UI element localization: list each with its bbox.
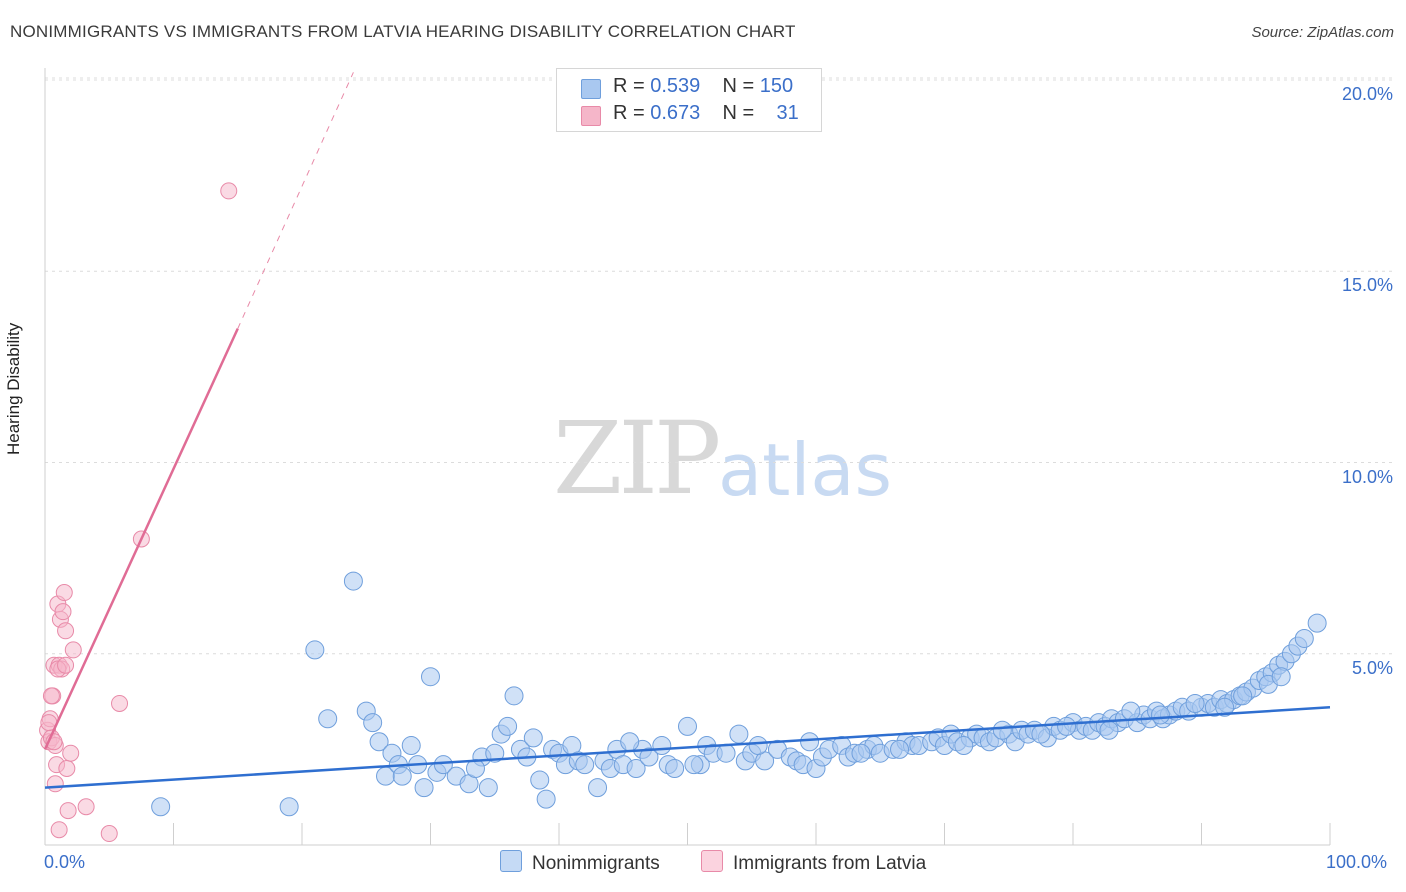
point-nonimmigrant [485, 743, 505, 763]
point-nonimmigrant [992, 720, 1012, 740]
point-nonimmigrant [729, 724, 749, 744]
point-nonimmigrant [318, 709, 338, 729]
point-nonimmigrant [652, 736, 672, 756]
point-latvia [64, 641, 82, 659]
stats-n-value: 150 [759, 75, 794, 97]
y-tick-label: 20.0% [1341, 84, 1393, 104]
point-nonimmigrant [421, 667, 440, 687]
point-latvia [55, 584, 73, 602]
point-latvia [111, 694, 129, 712]
point-latvia [46, 775, 64, 793]
legend-item-nonimmigrants[interactable]: Nonimmigrants [500, 850, 660, 875]
point-nonimmigrant [678, 716, 697, 736]
point-nonimmigrant [1215, 697, 1235, 717]
point-nonimmigrant [1121, 701, 1141, 721]
point-nonimmigrant [305, 640, 325, 660]
point-nonimmigrant [1271, 667, 1291, 687]
latvia-points [39, 182, 238, 843]
point-latvia [57, 622, 75, 640]
point-nonimmigrant [716, 743, 736, 763]
y-tick-label: 15.0% [1341, 275, 1393, 296]
legend-item-latvia[interactable]: Immigrants from Latvia [701, 850, 926, 875]
point-latvia [58, 760, 76, 777]
nonimmigrants-points [151, 571, 1327, 817]
source-label: Source: ZipAtlas.com [1251, 24, 1394, 41]
point-nonimmigrant [620, 732, 640, 752]
point-nonimmigrant [684, 755, 704, 775]
trend-lines [43, 72, 1331, 789]
stats-box: R = 0.539 N = 150 R = 0.673 N = 31 [556, 68, 822, 132]
point-nonimmigrant [626, 759, 646, 778]
point-nonimmigrant [1294, 628, 1314, 648]
stats-swatch-blue [581, 79, 601, 99]
point-nonimmigrant [536, 789, 556, 809]
point-nonimmigrant [392, 766, 412, 786]
point-nonimmigrant [279, 797, 299, 817]
point-nonimmigrant [954, 736, 974, 756]
point-nonimmigrant [665, 759, 685, 778]
point-latvia [62, 744, 80, 762]
legend-label: Immigrants from Latvia [733, 853, 927, 874]
point-nonimmigrant [800, 732, 820, 752]
stats-n-value: 31 [776, 102, 799, 124]
point-nonimmigrant [575, 755, 595, 775]
point-nonimmigrant [1233, 686, 1253, 706]
watermark-atlas: atlas [718, 428, 892, 512]
x-tick-min: 0.0% [44, 852, 86, 872]
point-nonimmigrant [1031, 724, 1051, 744]
point-latvia [54, 603, 72, 621]
point-nonimmigrant [478, 778, 498, 798]
point-nonimmigrant [1185, 693, 1205, 713]
stats-swatch-pink [581, 106, 601, 126]
trend-latvia [43, 328, 239, 750]
point-latvia [220, 182, 238, 200]
y-tick-label: 5.0% [1351, 657, 1393, 678]
legend-swatch-blue [500, 850, 522, 872]
point-nonimmigrant [504, 686, 524, 706]
chart-title: NONIMMIGRANTS VS IMMIGRANTS FROM LATVIA … [10, 22, 796, 41]
point-nonimmigrant [401, 736, 421, 756]
y-axis-label: Hearing Disability [4, 322, 23, 455]
stats-r-label: R = [613, 102, 651, 124]
point-nonimmigrant [748, 736, 768, 756]
point-nonimmigrant [890, 739, 910, 759]
stats-r-label: R = [613, 75, 651, 97]
point-latvia [59, 802, 77, 820]
point-nonimmigrant [433, 755, 453, 775]
trend-latvia-extension [237, 72, 354, 329]
legend-label: Nonimmigrants [532, 853, 660, 874]
point-latvia [50, 821, 68, 839]
stats-n-label: N = [722, 75, 760, 97]
point-nonimmigrant [414, 778, 434, 798]
point-latvia [42, 687, 60, 705]
point-nonimmigrant [343, 571, 363, 591]
point-nonimmigrant [1057, 716, 1077, 736]
point-nonimmigrant [1307, 613, 1327, 633]
point-nonimmigrant [1150, 705, 1170, 725]
point-nonimmigrant [530, 770, 550, 790]
point-latvia [57, 656, 75, 674]
point-nonimmigrant [1099, 720, 1119, 740]
stats-r-value: 0.673 [650, 102, 701, 124]
point-nonimmigrant [851, 743, 871, 763]
point-nonimmigrant [498, 716, 518, 736]
point-nonimmigrant [588, 778, 608, 798]
y-tick-label: 10.0% [1341, 466, 1393, 487]
trend-nonimmigrants [44, 706, 1331, 789]
point-nonimmigrant [369, 732, 389, 752]
point-nonimmigrant [639, 747, 659, 767]
x-tick-max: 100.0% [1326, 852, 1388, 872]
point-latvia [77, 798, 95, 816]
point-nonimmigrant [363, 713, 383, 733]
watermark-zip: ZIP [553, 400, 721, 517]
point-latvia [100, 825, 118, 843]
grid-lines [45, 77, 1392, 655]
legend-swatch-pink [701, 850, 723, 872]
stats-n-label: N = [722, 102, 760, 124]
point-nonimmigrant [151, 797, 171, 817]
point-nonimmigrant [523, 728, 543, 748]
stats-r-value: 0.539 [650, 75, 701, 97]
